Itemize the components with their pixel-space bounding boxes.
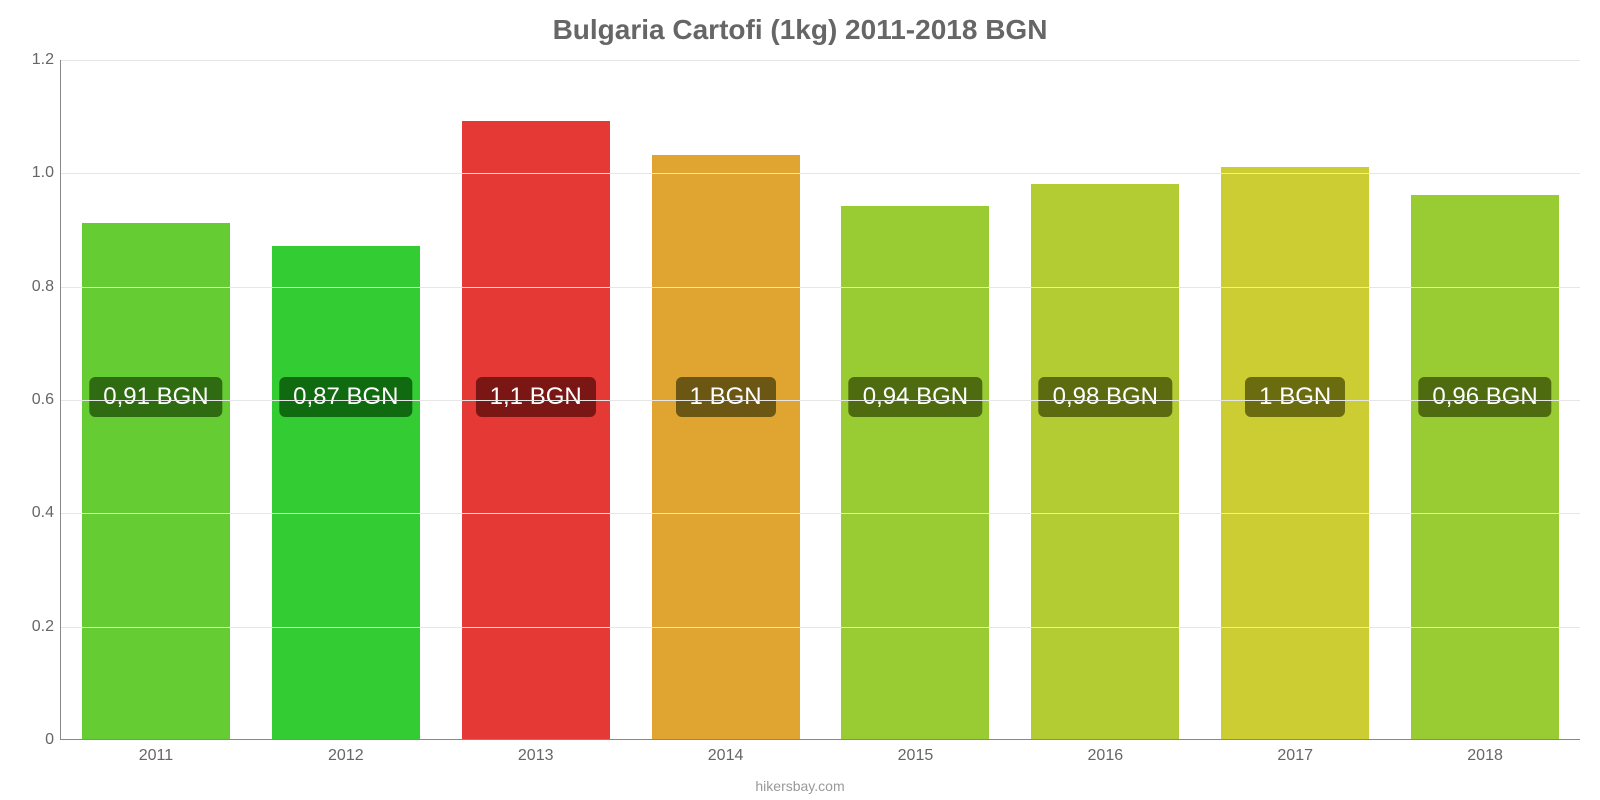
y-tick-label: 0.4 — [4, 504, 54, 522]
y-tick-label: 0.6 — [4, 391, 54, 409]
value-label: 1 BGN — [676, 377, 776, 417]
value-label: 1,1 BGN — [476, 377, 596, 417]
x-tick-label: 2018 — [1467, 747, 1503, 765]
grid-line — [61, 513, 1580, 514]
x-tick-label: 2012 — [328, 747, 364, 765]
value-label: 0,87 BGN — [279, 377, 412, 417]
bar: 1,1 BGN — [462, 121, 610, 739]
x-tick-label: 2015 — [898, 747, 934, 765]
grid-line — [61, 627, 1580, 628]
plot-area: 0,91 BGN20110,87 BGN20121,1 BGN20131 BGN… — [60, 60, 1580, 740]
bar: 0,87 BGN — [272, 246, 420, 739]
grid-line — [61, 60, 1580, 61]
grid-line — [61, 400, 1580, 401]
bar: 1 BGN — [652, 155, 800, 739]
bar: 0,96 BGN — [1411, 195, 1559, 739]
value-label: 1 BGN — [1245, 377, 1345, 417]
grid-line — [61, 173, 1580, 174]
y-tick-label: 1.2 — [4, 51, 54, 69]
x-tick-label: 2011 — [139, 747, 173, 765]
x-tick-label: 2016 — [1088, 747, 1124, 765]
x-tick-label: 2014 — [708, 747, 744, 765]
bar: 0,91 BGN — [82, 223, 230, 739]
x-tick-label: 2017 — [1277, 747, 1313, 765]
x-tick-label: 2013 — [518, 747, 554, 765]
value-label: 0,94 BGN — [849, 377, 982, 417]
grid-line — [61, 287, 1580, 288]
y-tick-label: 0 — [4, 731, 54, 749]
y-tick-label: 1.0 — [4, 164, 54, 182]
price-chart: Bulgaria Cartofi (1kg) 2011-2018 BGN 0,9… — [0, 0, 1600, 800]
value-label: 0,96 BGN — [1418, 377, 1551, 417]
y-tick-label: 0.2 — [4, 618, 54, 636]
value-label: 0,98 BGN — [1039, 377, 1172, 417]
bar: 0,98 BGN — [1031, 184, 1179, 739]
chart-title: Bulgaria Cartofi (1kg) 2011-2018 BGN — [0, 14, 1600, 46]
credit-text: hikersbay.com — [0, 778, 1600, 794]
y-tick-label: 0.8 — [4, 278, 54, 296]
value-label: 0,91 BGN — [89, 377, 222, 417]
bar: 1 BGN — [1221, 167, 1369, 739]
